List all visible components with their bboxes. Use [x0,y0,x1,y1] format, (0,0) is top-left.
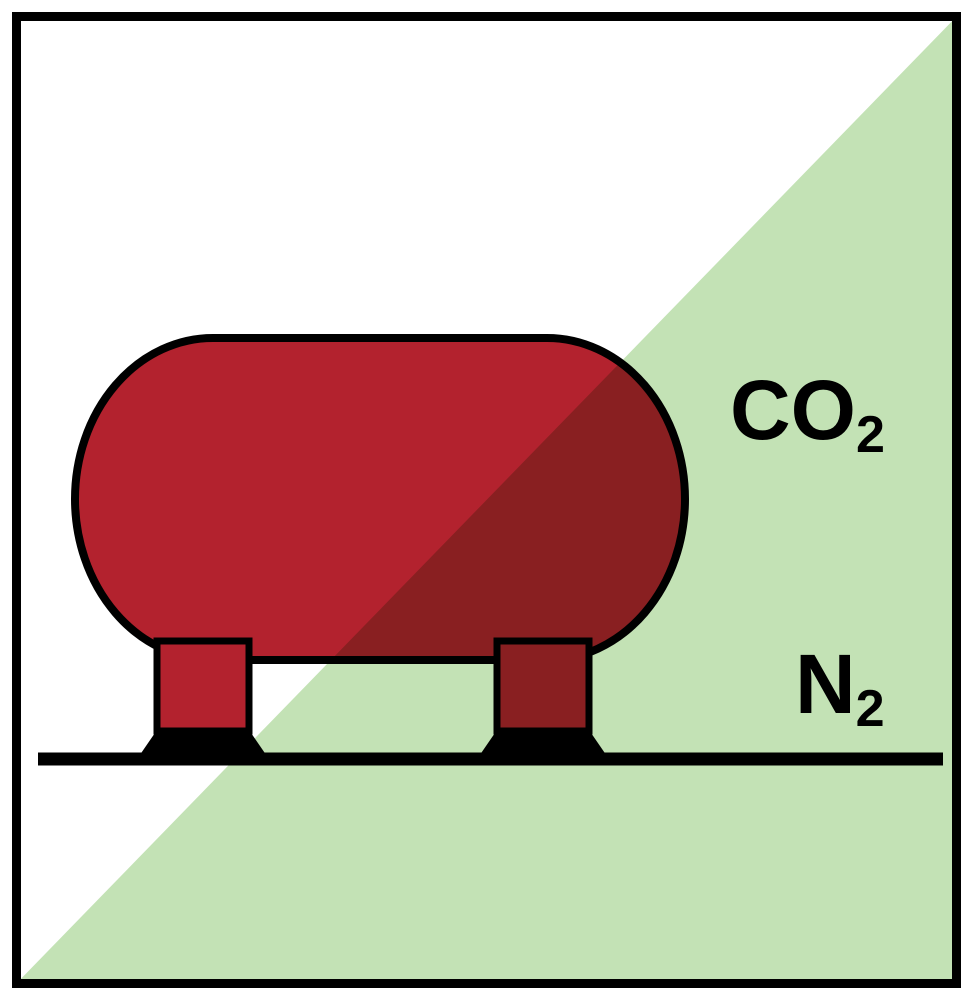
tank-leg-left [157,641,249,731]
label-n2: N2 [795,636,885,733]
sign-graphic [0,0,973,1000]
label-n2-sub: 2 [856,680,885,738]
label-co2-sub: 2 [856,406,885,464]
label-n2-base: N [795,637,856,731]
label-co2-base: CO [730,363,856,457]
label-co2: CO2 [730,362,885,459]
